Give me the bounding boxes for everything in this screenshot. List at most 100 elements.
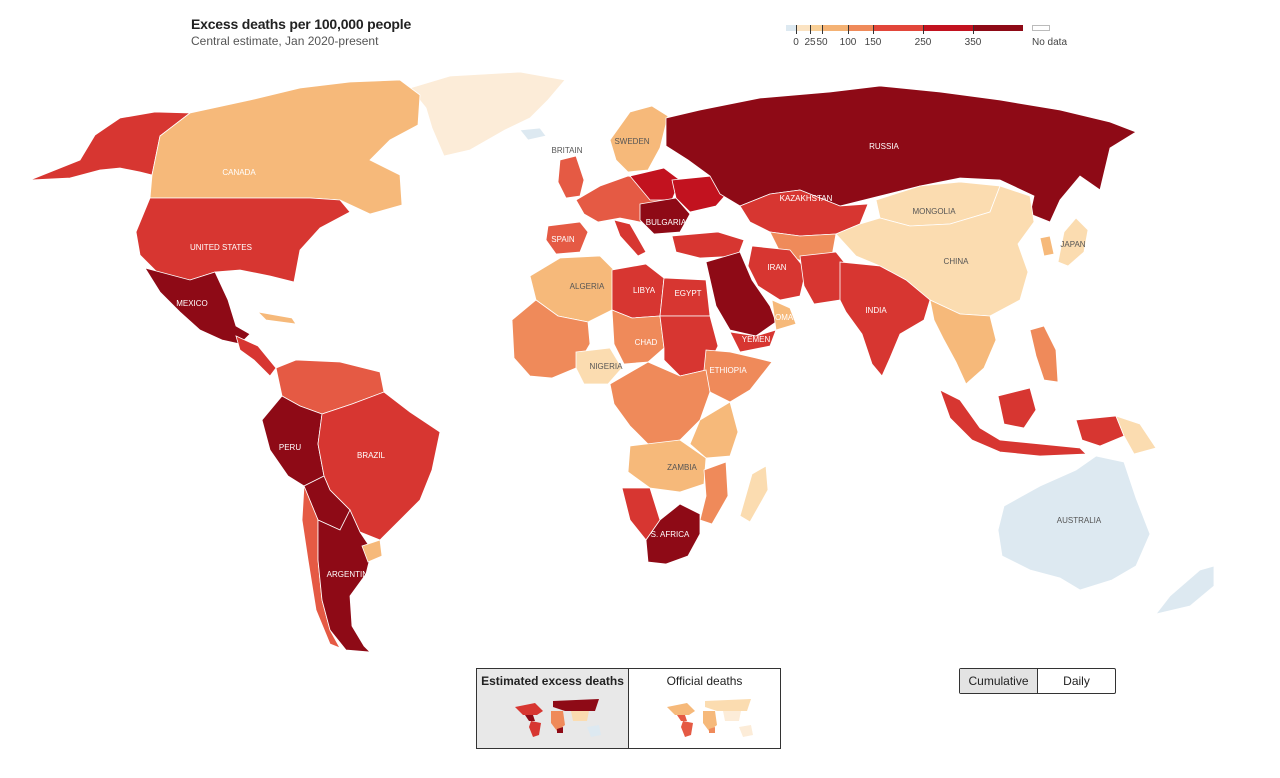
- country-label: SWEDEN: [614, 137, 649, 146]
- country-label: ARGENTINA: [327, 570, 374, 579]
- option-label: Official deaths: [666, 674, 743, 688]
- country-united-states[interactable]: [135, 197, 351, 283]
- map-thumbnail: [515, 699, 601, 737]
- country-southeast-asia[interactable]: [929, 299, 997, 385]
- legend-tick: [822, 25, 823, 34]
- country-canada[interactable]: [149, 79, 421, 215]
- country-south-africa[interactable]: [645, 503, 701, 565]
- country-sweden[interactable]: [609, 105, 669, 173]
- country-mozambique[interactable]: [699, 461, 729, 525]
- country-label: INDIA: [865, 306, 887, 315]
- country-label: ALGERIA: [570, 282, 605, 291]
- country-label: NIGERIA: [590, 362, 624, 371]
- official-deaths-option[interactable]: Official deaths: [628, 669, 780, 748]
- legend-swatch-3: [822, 25, 848, 31]
- map-thumbnail: [667, 699, 753, 737]
- legend-swatch-0: [786, 25, 796, 31]
- legend-swatch-5: [873, 25, 923, 31]
- country-east-africa[interactable]: [689, 401, 739, 459]
- legend-swatch-4: [848, 25, 873, 31]
- country-chad[interactable]: [611, 309, 665, 365]
- country-label: CANADA: [222, 168, 256, 177]
- country-label: S. AFRICA: [651, 530, 690, 539]
- country-borneo[interactable]: [997, 387, 1037, 429]
- country-label: KAZAKHSTAN: [780, 194, 833, 203]
- deaths-type-toggle: Estimated excess deaths Official deaths: [476, 668, 781, 749]
- country-papua[interactable]: [1075, 415, 1125, 447]
- country-madagascar[interactable]: [739, 465, 769, 523]
- legend-tick: [873, 25, 874, 34]
- legend-label: 150: [864, 37, 882, 48]
- chart-title: Excess deaths per 100,000 people: [191, 16, 412, 32]
- country-britain[interactable]: [557, 155, 585, 199]
- daily-button[interactable]: Daily: [1037, 669, 1115, 693]
- country-zambia[interactable]: [627, 439, 707, 493]
- country-japan[interactable]: [1057, 217, 1089, 267]
- chart-subtitle: Central estimate, Jan 2020-present: [191, 34, 379, 48]
- country-philippines[interactable]: [1029, 325, 1059, 383]
- country-indonesia[interactable]: [939, 389, 1087, 457]
- legend-swatch-2: [810, 25, 822, 31]
- country-png[interactable]: [1115, 415, 1157, 455]
- legend-no-data-label: No data: [1032, 37, 1068, 48]
- country-italy[interactable]: [613, 219, 647, 257]
- country-korea[interactable]: [1039, 235, 1055, 257]
- country-label: MONGOLIA: [912, 207, 956, 216]
- country-label: MEXICO: [176, 299, 208, 308]
- option-label: Estimated excess deaths: [481, 674, 624, 688]
- legend-tick: [923, 25, 924, 34]
- country-new-zealand[interactable]: [1154, 565, 1215, 615]
- country-greenland[interactable]: [409, 71, 566, 157]
- country-cuba[interactable]: [256, 311, 297, 325]
- country-label: EGYPT: [674, 289, 701, 298]
- country-label: YEMEN: [742, 335, 771, 344]
- country-yemen[interactable]: [729, 329, 777, 353]
- country-label: IRAN: [767, 263, 786, 272]
- country-iran[interactable]: [747, 245, 807, 301]
- legend-no-data-swatch: [1032, 25, 1050, 31]
- country-label: SPAIN: [551, 235, 575, 244]
- legend-label: 25: [804, 37, 816, 48]
- legend-tick: [848, 25, 849, 34]
- world-map: CANADA UNITED STATES MEXICO PERU BRAZIL …: [29, 71, 1215, 653]
- legend-tick: [810, 25, 811, 34]
- country-label: ZAMBIA: [667, 463, 697, 472]
- country-label: AUSTRALIA: [1057, 516, 1102, 525]
- country-label: RUSSIA: [869, 142, 899, 151]
- country-india[interactable]: [839, 261, 931, 377]
- country-label: CHINA: [944, 257, 970, 266]
- cumulative-button[interactable]: Cumulative: [960, 669, 1037, 693]
- country-label: CHAD: [635, 338, 658, 347]
- legend-label: 250: [914, 37, 932, 48]
- country-label: BULGARIA: [646, 218, 687, 227]
- country-ethiopia[interactable]: [703, 349, 773, 403]
- legend-swatch-7: [973, 25, 1023, 31]
- timeframe-toggle: Cumulative Daily: [959, 668, 1116, 694]
- country-uruguay[interactable]: [361, 539, 383, 563]
- country-iceland[interactable]: [519, 127, 547, 141]
- legend-label: 0: [793, 37, 799, 48]
- legend-tick: [973, 25, 974, 34]
- country-argentina[interactable]: [317, 509, 373, 653]
- country-russia[interactable]: [665, 85, 1137, 223]
- country-label: JAPAN: [1060, 240, 1085, 249]
- country-australia[interactable]: [997, 455, 1151, 591]
- estimated-excess-deaths-option[interactable]: Estimated excess deaths: [477, 669, 628, 748]
- country-spain[interactable]: [545, 221, 589, 255]
- legend-tick: [796, 25, 797, 34]
- country-label: LIBYA: [633, 286, 656, 295]
- color-legend: 0 25 50 100 150 250 350 No data: [786, 25, 1086, 53]
- legend-label: 350: [964, 37, 982, 48]
- country-oman[interactable]: [771, 299, 797, 331]
- country-label: UNITED STATES: [190, 243, 252, 252]
- legend-swatch-6: [923, 25, 973, 31]
- legend-label: 50: [816, 37, 828, 48]
- legend-label: 100: [839, 37, 857, 48]
- country-label: BRAZIL: [357, 451, 386, 460]
- country-mexico[interactable]: [144, 267, 251, 345]
- country-label: OMAN: [775, 313, 799, 322]
- country-central-america[interactable]: [235, 335, 277, 377]
- country-label: ETHIOPIA: [709, 366, 747, 375]
- country-nigeria[interactable]: [575, 347, 623, 385]
- country-label: PERU: [279, 443, 301, 452]
